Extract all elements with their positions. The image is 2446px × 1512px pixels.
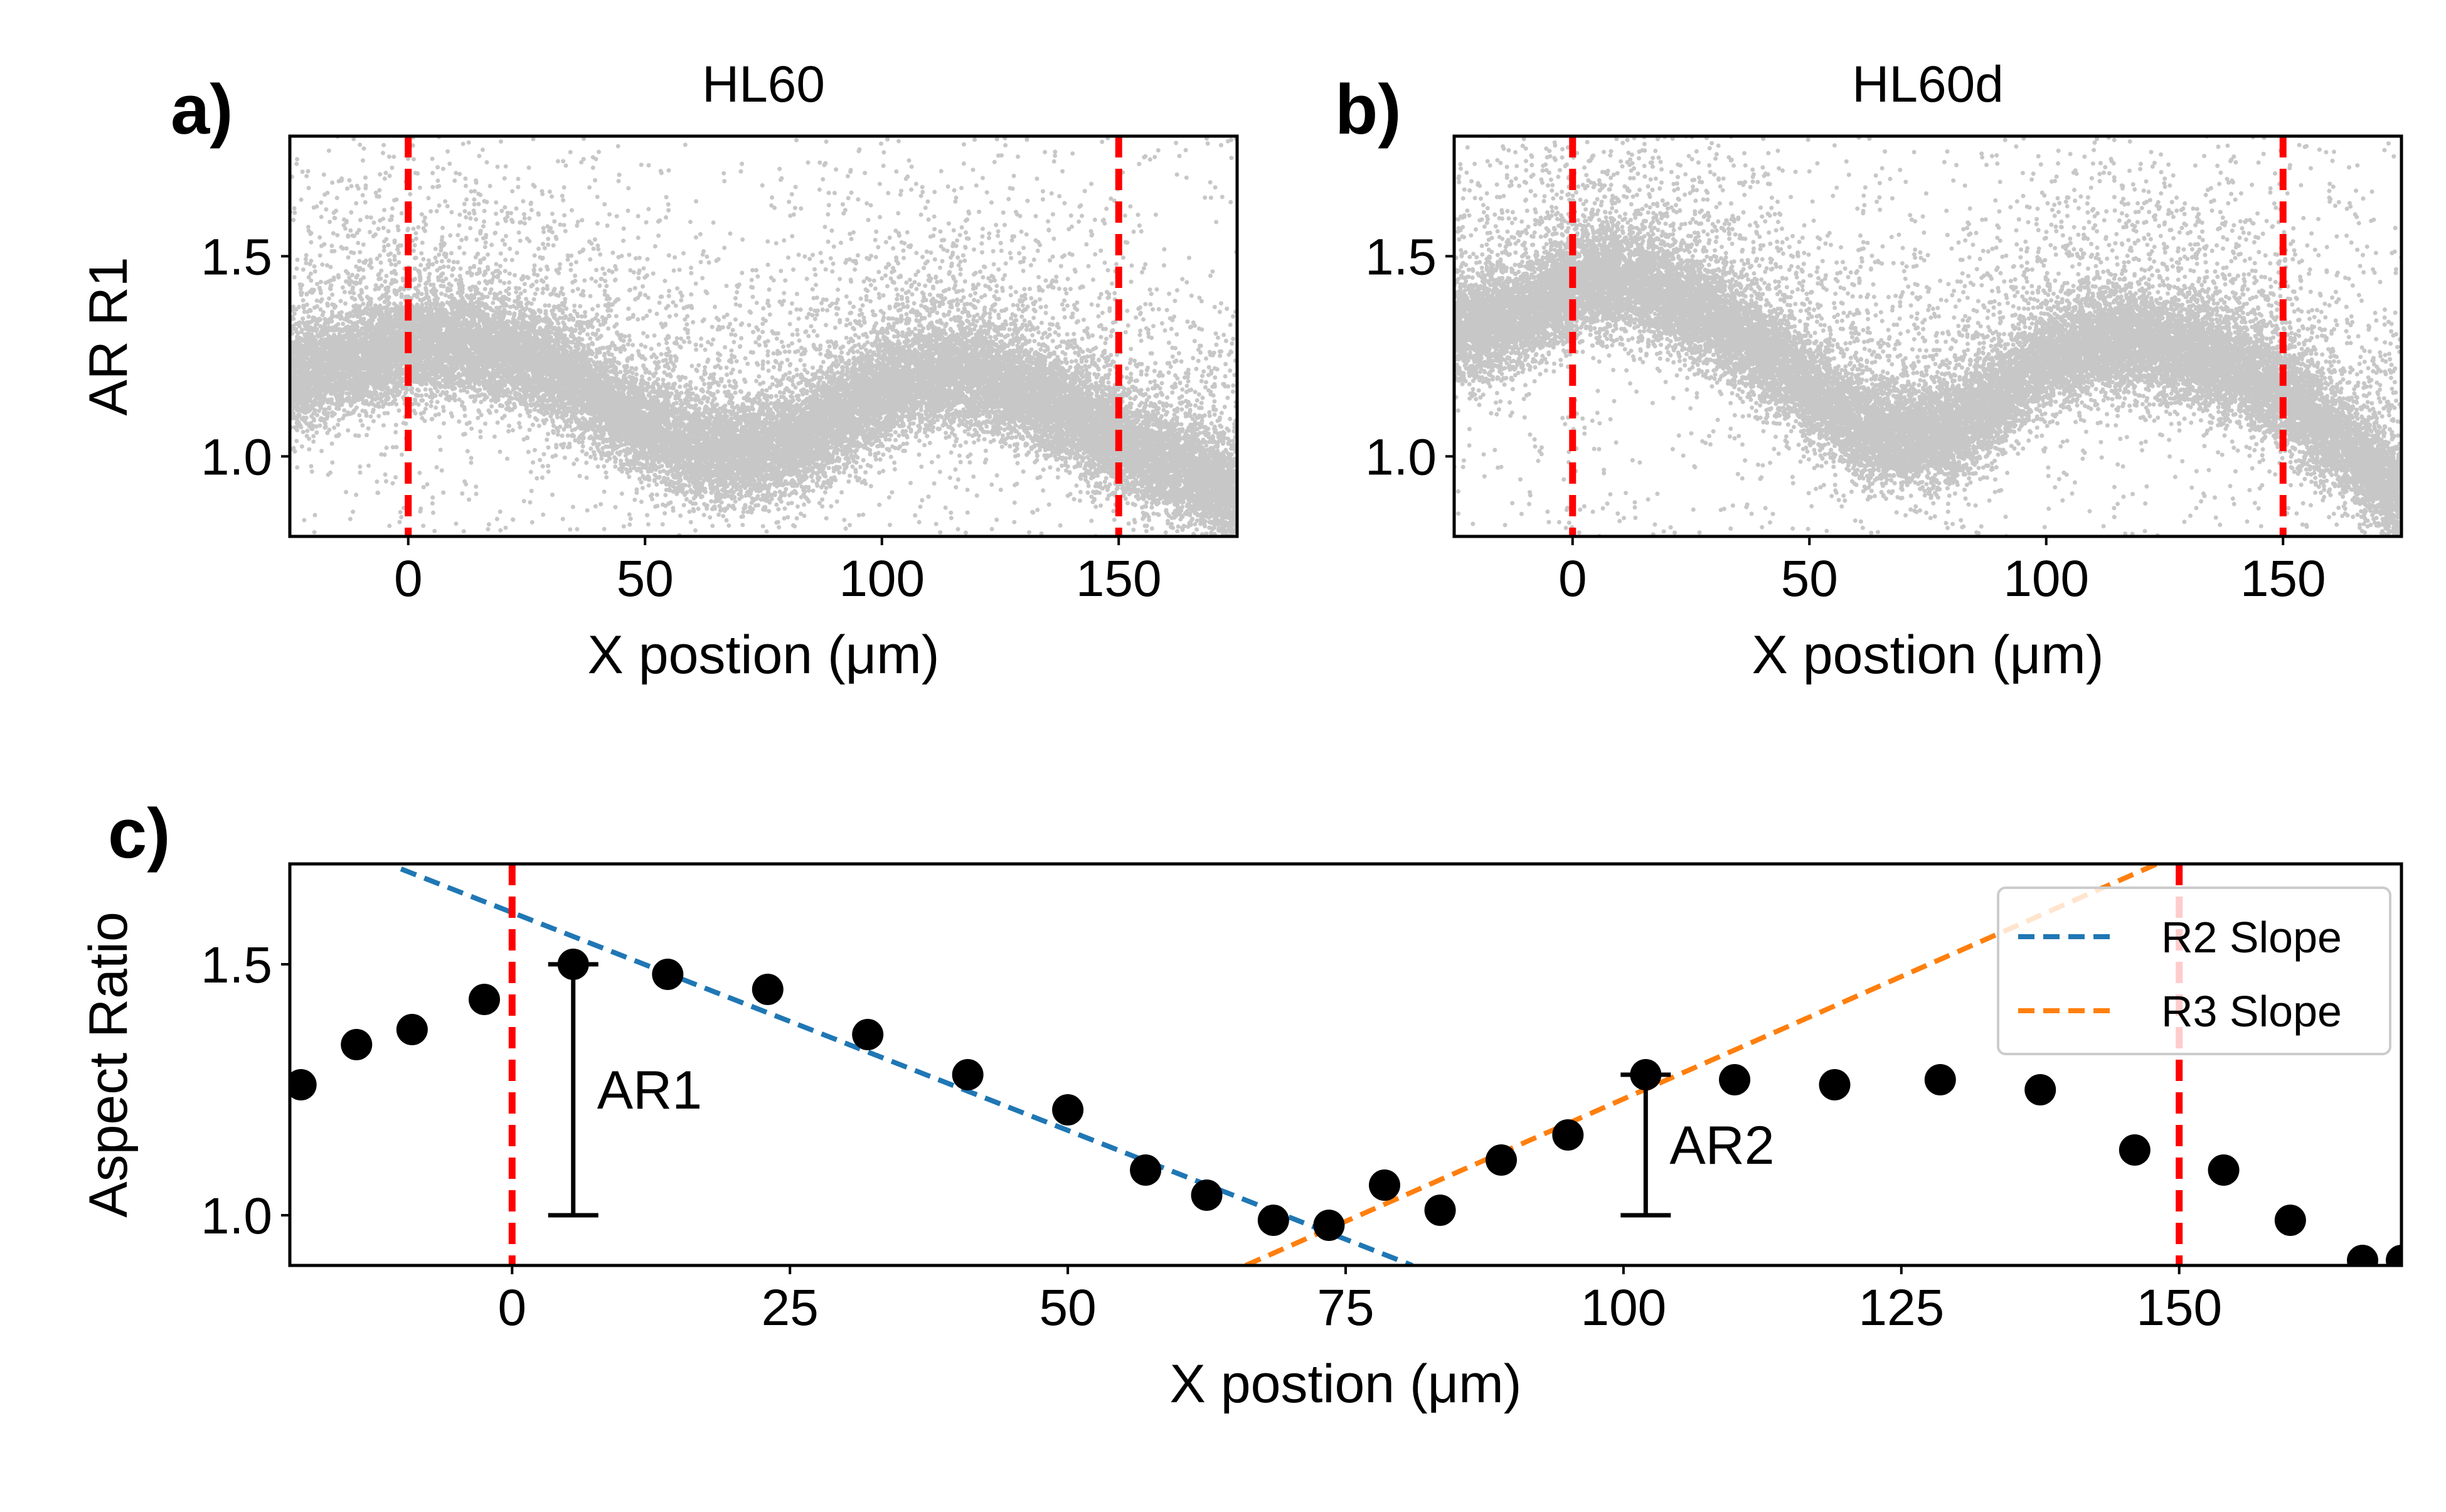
data-point xyxy=(2208,1154,2240,1186)
panel-a: 0 50 100 150 1.0 1.5 X postion (μm) HL60 a) AR R1 xyxy=(78,56,1239,685)
x-tick-label: 25 xyxy=(762,1279,819,1336)
data-point xyxy=(2119,1134,2151,1166)
y-tick-label: 1.0 xyxy=(201,1188,272,1245)
panel-b: 0 50 100 150 1.0 1.5 X postion (μm) HL60d b) xyxy=(1335,56,2403,685)
x-axis-label: X postion (μm) xyxy=(588,625,940,685)
x-tick-label: 0 xyxy=(1558,550,1587,607)
x-tick-label: 150 xyxy=(1076,550,1162,607)
y-tick-label: 1.5 xyxy=(201,937,272,994)
x-tick-label: 0 xyxy=(394,550,423,607)
annotation-label: AR1 xyxy=(597,1060,702,1121)
panel-letter: b) xyxy=(1335,70,1401,149)
data-point xyxy=(852,1019,884,1050)
scatter-point-cloud xyxy=(290,136,1237,536)
annotation-label: AR2 xyxy=(1669,1115,1774,1176)
data-point xyxy=(396,1014,428,1045)
data-point xyxy=(652,959,684,990)
y-tick-label: 1.0 xyxy=(1365,429,1437,486)
x-tick-label: 100 xyxy=(2003,550,2089,607)
data-point xyxy=(2347,1245,2378,1265)
data-point xyxy=(1369,1169,1401,1201)
data-point xyxy=(1486,1144,1518,1176)
x-tick-label: 150 xyxy=(2240,550,2326,607)
x-axis-label: X postion (μm) xyxy=(1170,1354,1522,1414)
slope-line-r2-slope xyxy=(400,866,1413,1265)
y-tick-label: 1.5 xyxy=(201,228,272,285)
legend-label: R3 Slope xyxy=(2161,987,2342,1036)
legend: R2 Slope R3 Slope xyxy=(1997,886,2391,1055)
y-axis-label: AR R1 xyxy=(78,257,139,415)
x-axis-label: X postion (μm) xyxy=(1752,625,2104,685)
y-tick-label: 1.5 xyxy=(1365,228,1437,285)
panel-letter: c) xyxy=(108,794,171,873)
panel-letter: a) xyxy=(171,70,233,149)
data-point xyxy=(1424,1195,1456,1226)
x-tick-label: 50 xyxy=(1781,550,1838,607)
x-tick-label: 50 xyxy=(617,550,674,607)
legend-label: R2 Slope xyxy=(2161,913,2342,962)
data-point xyxy=(341,1029,373,1060)
data-point xyxy=(752,974,784,1005)
data-point xyxy=(1819,1069,1851,1100)
x-tick-label: 150 xyxy=(2136,1279,2222,1336)
data-point xyxy=(1552,1119,1584,1151)
x-tick-label: 100 xyxy=(1580,1279,1666,1336)
data-point xyxy=(1924,1064,1956,1095)
data-point xyxy=(1191,1179,1223,1211)
x-tick-label: 50 xyxy=(1039,1279,1096,1336)
x-tick-label: 100 xyxy=(839,550,925,607)
data-point xyxy=(1052,1094,1084,1126)
x-tick-label: 75 xyxy=(1317,1279,1374,1336)
panel-c: AR1 AR2 0 25 50 75 100 125 150 1.0 1.5 X postion (μ… xyxy=(78,794,2403,1414)
axes-frame xyxy=(1452,134,2403,538)
scatter-point-cloud xyxy=(1454,136,2401,536)
data-point xyxy=(1257,1205,1289,1236)
scatter-points xyxy=(290,136,1237,536)
data-point xyxy=(952,1059,984,1090)
y-axis-label: Aspect Ratio xyxy=(78,912,139,1218)
axes-frame xyxy=(288,134,1239,538)
data-point xyxy=(1313,1210,1345,1241)
data-point xyxy=(2024,1074,2056,1105)
x-tick-label: 0 xyxy=(498,1279,527,1336)
data-point xyxy=(2386,1245,2401,1265)
data-point xyxy=(1130,1154,1162,1186)
panel-title: HL60 xyxy=(702,56,825,113)
x-tick-label: 125 xyxy=(1858,1279,1944,1336)
panel-title: HL60d xyxy=(1852,56,2004,113)
data-point xyxy=(469,984,501,1015)
data-point xyxy=(2274,1205,2306,1236)
data-point xyxy=(1719,1064,1751,1095)
scatter-points xyxy=(1454,136,2401,536)
y-tick-label: 1.0 xyxy=(201,429,272,486)
annotation-ar2: AR2 xyxy=(1620,1072,1775,1218)
annotation-ar1: AR1 xyxy=(548,962,702,1218)
data-point xyxy=(290,1069,317,1100)
